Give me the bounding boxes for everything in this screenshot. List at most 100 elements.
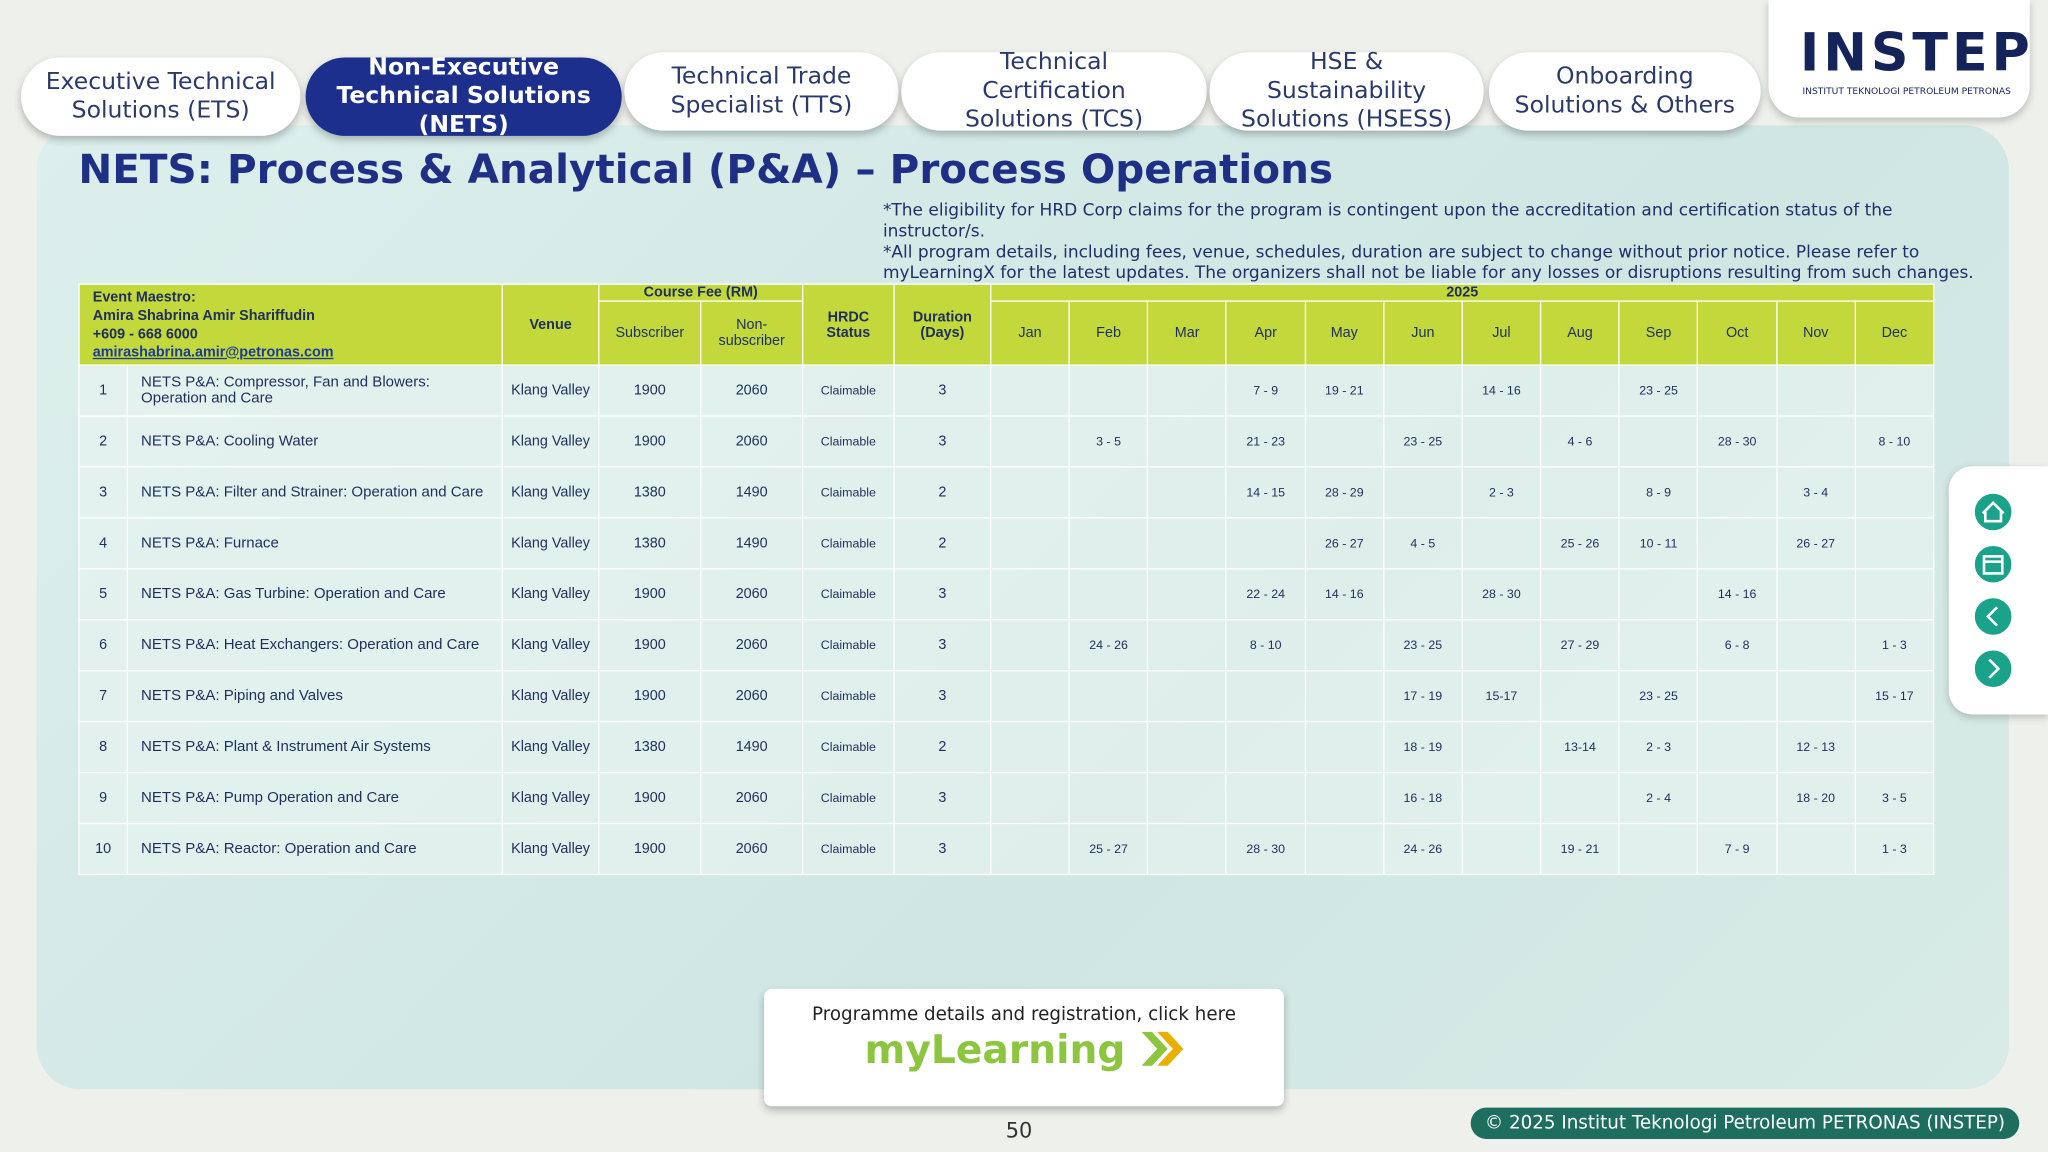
hrdc-status: Claimable [801, 720, 895, 774]
fee-subscriber: 1900 [598, 822, 702, 876]
schedule-cell [1618, 568, 1699, 621]
registration-button[interactable]: Programme details and registration, clic… [764, 988, 1284, 1107]
fee-non-subscriber: 2060 [700, 364, 804, 417]
home-button[interactable] [1972, 491, 2015, 533]
row-number: 10 [78, 822, 128, 876]
schedule-cell [1540, 670, 1620, 723]
venue: Klang Valley [501, 364, 600, 417]
schedule-cell [990, 670, 1070, 723]
course-row: 2 NETS P&A: Cooling Water Klang Valley 1900… [78, 415, 1935, 468]
schedule-cell: 8 - 10 [1854, 415, 1935, 468]
course-name: NETS P&A: Gas Turbine: Operation and Car… [126, 568, 503, 621]
schedule-cell [1068, 771, 1149, 825]
fee-non-subscriber: 1490 [700, 720, 804, 774]
venue: Klang Valley [501, 822, 600, 876]
course-row: 6 NETS P&A: Heat Exchangers: Operation an… [78, 619, 1935, 672]
course-name: NETS P&A: Furnace [126, 517, 503, 570]
tab[interactable]: Non-Executive Technical Solutions (NETS) [305, 54, 622, 138]
copyright: © 2025 Institut Teknologi Petroleum PETR… [1470, 1107, 2020, 1139]
schedule-cell [990, 415, 1070, 468]
schedule-cell [1304, 720, 1385, 774]
schedule-cell: 16 - 18 [1382, 771, 1463, 825]
maestro-cell: Event Maestro: Amira Shabrina Amir Shari… [78, 283, 503, 366]
schedule-cell [990, 771, 1070, 825]
schedule-cell: 3 - 5 [1854, 771, 1935, 825]
fee-subscriber: 1900 [598, 415, 702, 468]
next-button[interactable] [1972, 647, 2015, 690]
schedule-cell [1540, 466, 1620, 519]
duration: 2 [893, 517, 992, 570]
schedule-cell [1225, 517, 1306, 570]
month-header: Dec [1854, 300, 1935, 366]
course-row: 4 NETS P&A: Furnace Klang Valley 1380 1490 Cl… [78, 517, 1935, 570]
course-name: NETS P&A: Pump Operation and Care [126, 771, 503, 825]
venue: Klang Valley [501, 670, 600, 723]
tab[interactable]: Executive Technical Solutions (ETS) [20, 57, 301, 136]
schedule-cell [1775, 822, 1856, 876]
schedule-cell [990, 619, 1070, 672]
header-fee: Course Fee (RM) [598, 283, 804, 302]
schedule-cell [1068, 568, 1149, 621]
tab[interactable]: Onboarding Solutions & Others [1488, 52, 1761, 131]
schedule-cell [1618, 822, 1699, 876]
schedule-cell [1775, 415, 1856, 468]
row-number: 1 [78, 364, 128, 417]
course-name: NETS P&A: Plant & Instrument Air Systems [126, 720, 503, 774]
schedule-cell: 24 - 26 [1068, 619, 1149, 672]
schedule-cell [1068, 670, 1149, 723]
schedule-cell: 12 - 13 [1775, 720, 1856, 774]
row-number: 3 [78, 466, 128, 519]
logo: INSTEP INSTITUT TEKNOLOGI PETROLEUM PETR… [1768, 0, 2030, 118]
schedule-cell [1147, 670, 1228, 723]
schedule-cell [1304, 619, 1385, 672]
schedule-cell [990, 364, 1070, 417]
maestro-email[interactable]: amirashabrina.amir@petronas.com [92, 344, 334, 360]
course-name: NETS P&A: Piping and Valves [126, 670, 503, 723]
hrdc-status: Claimable [801, 771, 895, 825]
schedule-cell [1068, 466, 1149, 519]
venue: Klang Valley [501, 771, 600, 825]
schedule-cell [1382, 466, 1463, 519]
schedule-cell: 15-17 [1461, 670, 1542, 723]
schedule-cell [1461, 771, 1542, 825]
schedule-cell: 4 - 5 [1382, 517, 1463, 570]
fee-subscriber: 1900 [598, 670, 702, 723]
page-number: 50 [1005, 1118, 1033, 1143]
month-header: Jan [990, 300, 1070, 366]
tab[interactable]: Technical Certification Solutions (TCS) [901, 48, 1207, 133]
hrdc-status: Claimable [801, 568, 895, 621]
schedule-cell [1068, 517, 1149, 570]
month-header: Sep [1618, 300, 1699, 366]
page-title: NETS: Process & Analytical (P&A) – Proce… [78, 146, 1334, 194]
fee-non-subscriber: 2060 [700, 822, 804, 876]
row-number: 4 [78, 517, 128, 570]
calendar-button[interactable] [1972, 543, 2015, 586]
tab[interactable]: Technical Trade Specialist (TTS) [624, 52, 899, 131]
schedule-cell [990, 568, 1070, 621]
schedule-cell [990, 517, 1070, 570]
venue: Klang Valley [501, 568, 600, 621]
fee-non-subscriber: 1490 [700, 517, 804, 570]
schedule-cell [1618, 619, 1699, 672]
schedule-cell: 28 - 29 [1304, 466, 1385, 519]
schedule-cell [1854, 466, 1935, 519]
fee-non-subscriber: 2060 [700, 619, 804, 672]
row-number: 6 [78, 619, 128, 672]
schedule-cell [1618, 415, 1699, 468]
schedule-cell: 17 - 19 [1382, 670, 1463, 723]
fee-non-subscriber: 2060 [700, 670, 804, 723]
note: *The eligibility for HRD Corp claims for… [882, 201, 1893, 242]
hrdc-status: Claimable [801, 670, 895, 723]
schedule-cell: 15 - 17 [1854, 670, 1935, 723]
fee-non-subscriber: 1490 [700, 466, 804, 519]
fee-non-subscriber: 2060 [700, 771, 804, 825]
fee-subscriber: 1900 [598, 568, 702, 621]
schedule-cell: 28 - 30 [1225, 822, 1306, 876]
month-header: Aug [1540, 300, 1620, 366]
course-name: NETS P&A: Heat Exchangers: Operation and… [126, 619, 503, 672]
schedule-cell: 4 - 6 [1540, 415, 1620, 468]
course-row: 1 NETS P&A: Compressor, Fan and Blowers: … [78, 364, 1935, 417]
back-button[interactable] [1972, 595, 2015, 638]
tab[interactable]: HSE & Sustainability Solutions (HSESS) [1209, 48, 1484, 133]
schedule-table: Event Maestro: Amira Shabrina Amir Shari… [78, 283, 1935, 876]
